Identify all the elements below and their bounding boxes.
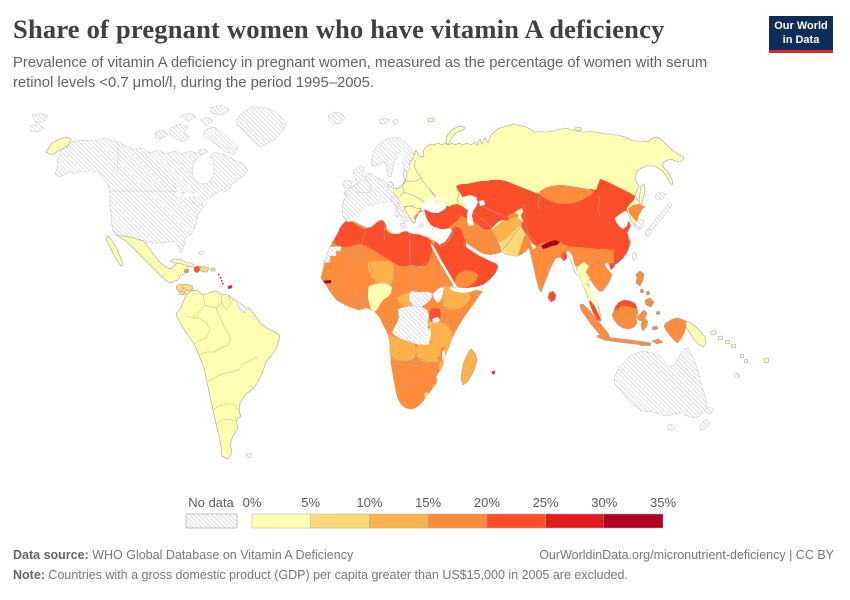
svg-text:25%: 25% xyxy=(533,495,559,510)
svg-text:No data: No data xyxy=(188,495,234,510)
svg-text:30%: 30% xyxy=(591,495,617,510)
svg-text:20%: 20% xyxy=(474,495,500,510)
svg-text:5%: 5% xyxy=(301,495,320,510)
svg-text:15%: 15% xyxy=(415,495,441,510)
svg-text:0%: 0% xyxy=(243,495,262,510)
svg-text:10%: 10% xyxy=(356,495,382,510)
svg-text:35%: 35% xyxy=(650,495,676,510)
